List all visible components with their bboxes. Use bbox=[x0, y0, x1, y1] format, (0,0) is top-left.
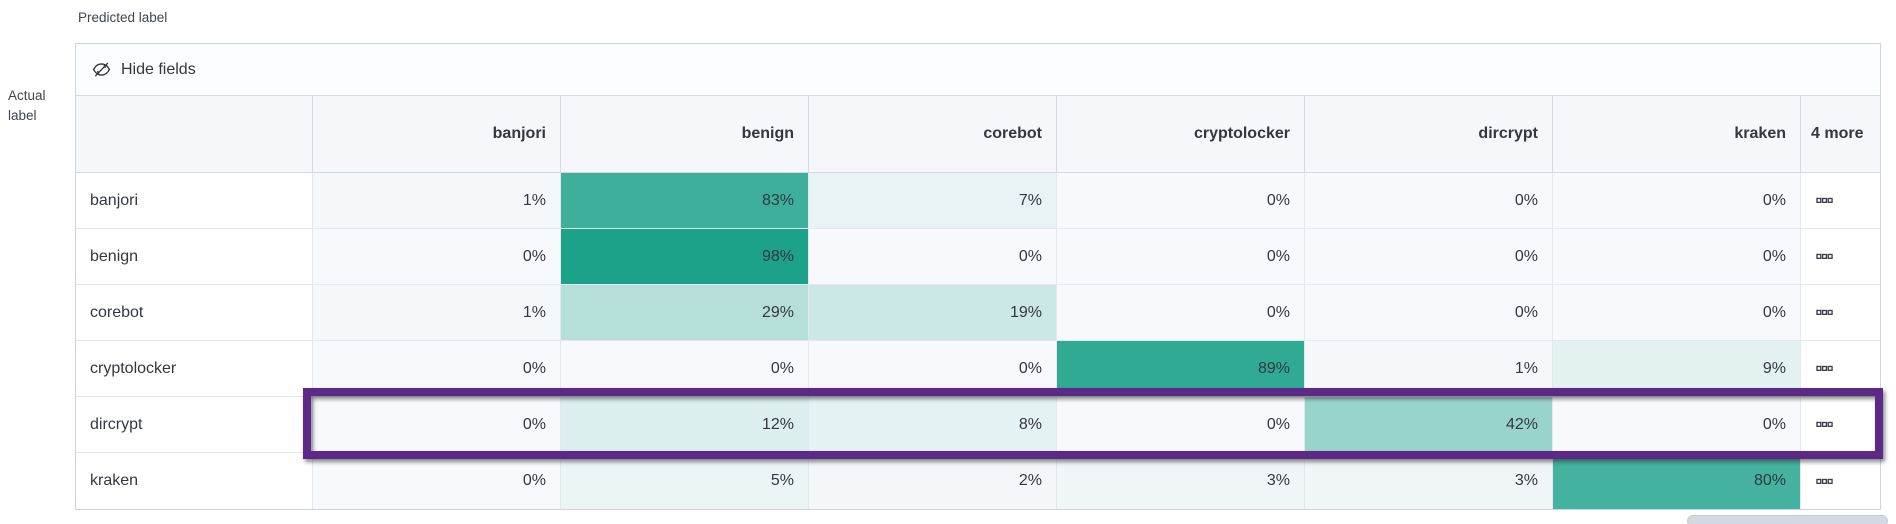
hide-fields-label: Hide fields bbox=[121, 60, 196, 78]
row-label-dircrypt: dircrypt bbox=[76, 397, 313, 453]
cell-cryptolocker-kraken: 9% bbox=[1553, 341, 1801, 397]
confusion-matrix-panel: Hide fields banjori benign corebot cryptolo… bbox=[75, 43, 1881, 510]
boxes-horizontal-icon[interactable] bbox=[1816, 473, 1833, 490]
horizontal-scrollbar-thumb[interactable] bbox=[1687, 515, 1888, 524]
column-header-corebot[interactable]: corebot bbox=[809, 96, 1057, 173]
column-header-cryptolocker[interactable]: cryptolocker bbox=[1057, 96, 1305, 173]
predicted-axis-label: Predicted label bbox=[78, 10, 168, 25]
row-label-corebot: corebot bbox=[76, 285, 313, 341]
cell-kraken-kraken: 80% bbox=[1553, 453, 1801, 509]
cell-benign-cryptolocker: 0% bbox=[1057, 229, 1305, 285]
cell-banjori-corebot: 7% bbox=[809, 173, 1057, 229]
cell-corebot-dircrypt: 0% bbox=[1305, 285, 1553, 341]
confusion-matrix-grid: banjori benign corebot cryptolocker dircrypt… bbox=[76, 96, 1880, 509]
cell-corebot-corebot: 19% bbox=[809, 285, 1057, 341]
cell-cryptolocker-banjori: 0% bbox=[313, 341, 561, 397]
more-cells-corebot[interactable] bbox=[1801, 285, 1880, 341]
cell-kraken-banjori: 0% bbox=[313, 453, 561, 509]
column-header-benign[interactable]: benign bbox=[561, 96, 809, 173]
boxes-horizontal-icon[interactable] bbox=[1816, 360, 1833, 377]
cell-benign-kraken: 0% bbox=[1553, 229, 1801, 285]
cell-dircrypt-cryptolocker: 0% bbox=[1057, 397, 1305, 453]
cell-banjori-kraken: 0% bbox=[1553, 173, 1801, 229]
cell-corebot-banjori: 1% bbox=[313, 285, 561, 341]
boxes-horizontal-icon[interactable] bbox=[1816, 416, 1833, 433]
more-cells-kraken[interactable] bbox=[1801, 453, 1880, 509]
cell-dircrypt-corebot: 8% bbox=[809, 397, 1057, 453]
cell-dircrypt-kraken: 0% bbox=[1553, 397, 1801, 453]
more-cells-dircrypt[interactable] bbox=[1801, 397, 1880, 453]
more-cells-banjori[interactable] bbox=[1801, 173, 1880, 229]
cell-benign-banjori: 0% bbox=[313, 229, 561, 285]
cell-corebot-cryptolocker: 0% bbox=[1057, 285, 1305, 341]
cell-dircrypt-dircrypt: 42% bbox=[1305, 397, 1553, 453]
cell-benign-dircrypt: 0% bbox=[1305, 229, 1553, 285]
cell-banjori-banjori: 1% bbox=[313, 173, 561, 229]
cell-banjori-cryptolocker: 0% bbox=[1057, 173, 1305, 229]
cell-cryptolocker-corebot: 0% bbox=[809, 341, 1057, 397]
more-cells-cryptolocker[interactable] bbox=[1801, 341, 1880, 397]
column-header-kraken[interactable]: kraken bbox=[1553, 96, 1801, 173]
row-label-kraken: kraken bbox=[76, 453, 313, 509]
row-label-benign: benign bbox=[76, 229, 313, 285]
hide-fields-button[interactable]: Hide fields bbox=[76, 44, 1880, 96]
cell-dircrypt-banjori: 0% bbox=[313, 397, 561, 453]
row-label-cryptolocker: cryptolocker bbox=[76, 341, 313, 397]
cell-kraken-benign: 5% bbox=[561, 453, 809, 509]
eye-closed-icon bbox=[92, 62, 111, 77]
more-columns-header[interactable]: 4 more bbox=[1801, 96, 1880, 173]
cell-cryptolocker-cryptolocker: 89% bbox=[1057, 341, 1305, 397]
cell-cryptolocker-dircrypt: 1% bbox=[1305, 341, 1553, 397]
cell-corebot-benign: 29% bbox=[561, 285, 809, 341]
cell-benign-corebot: 0% bbox=[809, 229, 1057, 285]
cell-banjori-benign: 83% bbox=[561, 173, 809, 229]
cell-benign-benign: 98% bbox=[561, 229, 809, 285]
cell-kraken-dircrypt: 3% bbox=[1305, 453, 1553, 509]
cell-kraken-cryptolocker: 3% bbox=[1057, 453, 1305, 509]
more-cells-benign[interactable] bbox=[1801, 229, 1880, 285]
cell-kraken-corebot: 2% bbox=[809, 453, 1057, 509]
actual-axis-label: Actual label bbox=[8, 88, 46, 123]
row-label-banjori: banjori bbox=[76, 173, 313, 229]
cell-banjori-dircrypt: 0% bbox=[1305, 173, 1553, 229]
boxes-horizontal-icon[interactable] bbox=[1816, 304, 1833, 321]
boxes-horizontal-icon[interactable] bbox=[1816, 248, 1833, 265]
column-header-dircrypt[interactable]: dircrypt bbox=[1305, 96, 1553, 173]
cell-dircrypt-benign: 12% bbox=[561, 397, 809, 453]
cell-cryptolocker-benign: 0% bbox=[561, 341, 809, 397]
cell-corebot-kraken: 0% bbox=[1553, 285, 1801, 341]
boxes-horizontal-icon[interactable] bbox=[1816, 192, 1833, 209]
column-header-banjori[interactable]: banjori bbox=[313, 96, 561, 173]
corner-cell bbox=[76, 96, 313, 173]
